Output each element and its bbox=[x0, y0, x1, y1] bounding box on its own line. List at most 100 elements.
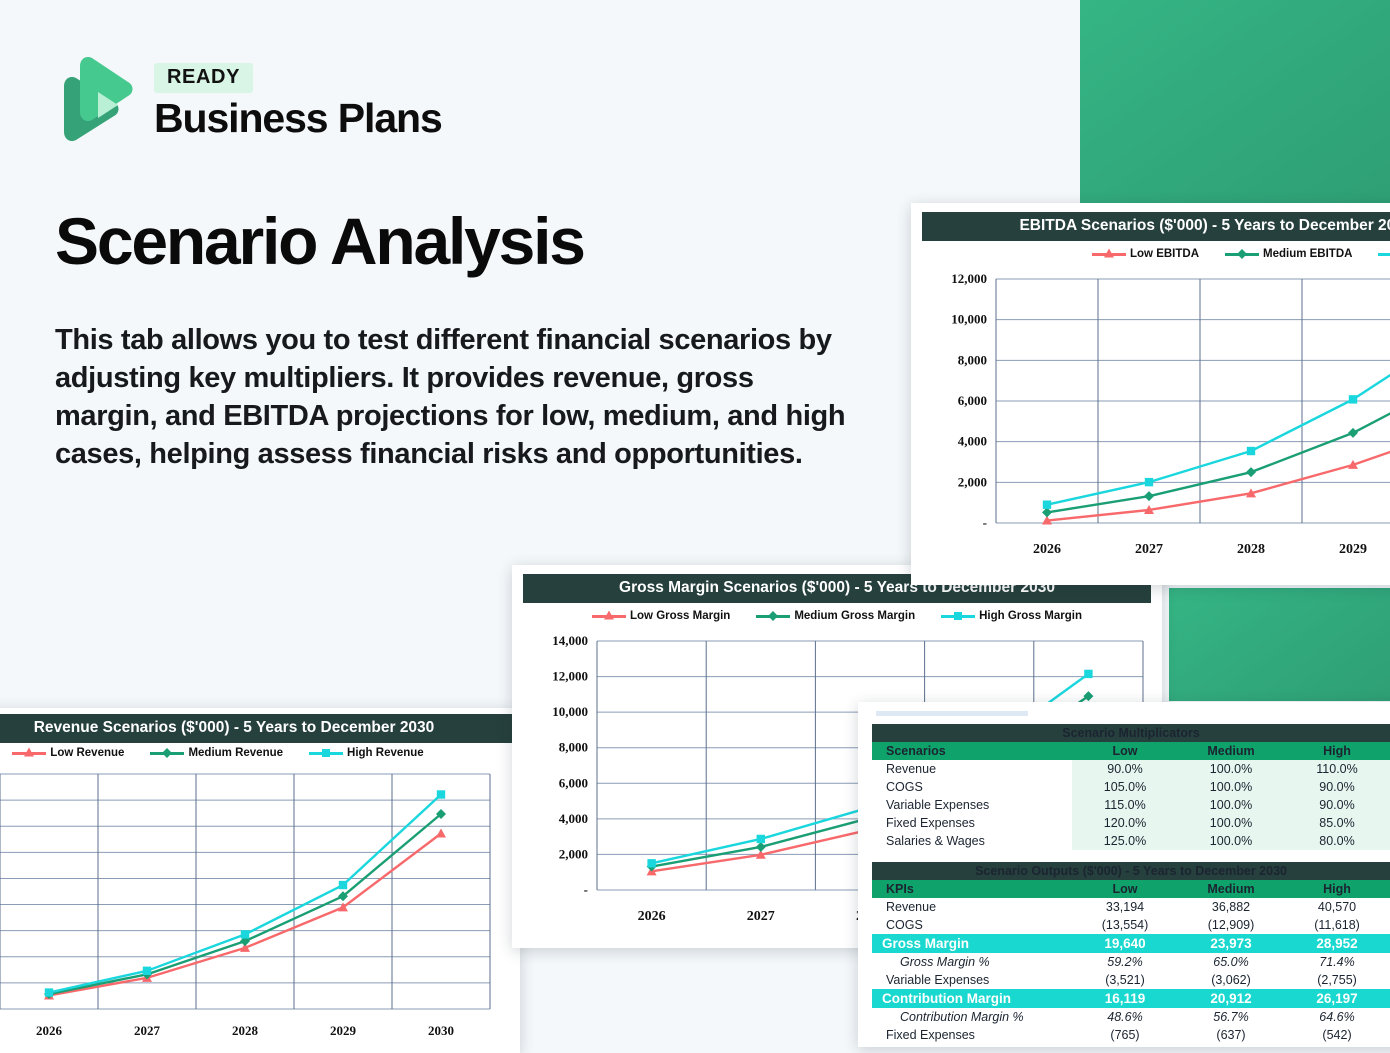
legend-line bbox=[309, 749, 344, 757]
svg-text:4,000: 4,000 bbox=[958, 434, 987, 449]
row-medium: 20,912 bbox=[1178, 989, 1284, 1008]
legend-item: High EBITDA bbox=[1378, 248, 1390, 260]
svg-text:8,000: 8,000 bbox=[958, 352, 987, 367]
outputs-col-high: High bbox=[1284, 880, 1390, 898]
row-label: Contribution Margin % bbox=[900, 1010, 1024, 1024]
legend-label: Medium Revenue bbox=[188, 747, 284, 759]
row-label: Variable Expenses bbox=[886, 973, 990, 987]
row-medium: 100.0% bbox=[1178, 778, 1284, 796]
legend-marker-square bbox=[954, 612, 963, 620]
row-low: (3,521) bbox=[1105, 973, 1145, 987]
row-low: 105.0% bbox=[1072, 778, 1178, 796]
legend-item: High Revenue bbox=[309, 747, 424, 759]
table-row: Gross Margin 19,640 23,973 28,952 bbox=[872, 934, 1390, 953]
revenue-chart-title: Revenue Scenarios ($'000) - 5 Years to D… bbox=[0, 714, 520, 743]
legend-item: Medium EBITDA bbox=[1225, 248, 1352, 260]
svg-text:2027: 2027 bbox=[134, 1023, 161, 1038]
panel-toolbar-stub bbox=[876, 711, 1028, 716]
multiplicators-col-scenarios: Scenarios bbox=[872, 742, 1072, 760]
svg-text:6,000: 6,000 bbox=[958, 393, 987, 408]
legend-marker-square bbox=[322, 749, 331, 757]
table-row: Salaries & Wages 125.0% 100.0% 80.0% bbox=[872, 832, 1390, 850]
legend-line bbox=[1225, 249, 1259, 259]
legend-item: Low EBITDA bbox=[1092, 248, 1199, 260]
ebitda-chart-panel: EBITDA Scenarios ($'000) - 5 Years to De… bbox=[911, 203, 1390, 585]
row-label: Fixed Expenses bbox=[886, 1028, 975, 1042]
row-medium: 36,882 bbox=[1211, 900, 1251, 914]
row-medium: 100.0% bbox=[1178, 814, 1284, 832]
page-description: This tab allows you to test different fi… bbox=[55, 324, 846, 470]
outputs-col-kpis: KPIs bbox=[872, 880, 1072, 898]
decorative-green-block-top bbox=[1080, 0, 1390, 205]
row-high: (2,755) bbox=[1317, 973, 1357, 987]
svg-text:2027: 2027 bbox=[1135, 542, 1163, 557]
legend-line bbox=[756, 611, 791, 621]
svg-text:2,000: 2,000 bbox=[559, 846, 588, 861]
row-medium: 100.0% bbox=[1178, 832, 1284, 850]
legend-label: Low EBITDA bbox=[1130, 248, 1199, 260]
legend-item: Medium Revenue bbox=[150, 747, 283, 759]
ebitda-chart-title: EBITDA Scenarios ($'000) - 5 Years to De… bbox=[922, 212, 1390, 241]
legend-line bbox=[1378, 252, 1390, 256]
row-low: 120.0% bbox=[1072, 814, 1178, 832]
multiplicators-col-high: High bbox=[1284, 742, 1390, 760]
row-high: 40,570 bbox=[1317, 900, 1357, 914]
table-row: Fixed Expenses (765) (637) (542) bbox=[872, 1026, 1390, 1044]
row-high: 26,197 bbox=[1284, 989, 1390, 1008]
multiplicators-banner-row: Scenario Multiplicators bbox=[872, 724, 1390, 742]
svg-text:2028: 2028 bbox=[1237, 542, 1265, 557]
row-low: (13,554) bbox=[1101, 918, 1149, 932]
svg-text:12,000: 12,000 bbox=[552, 669, 588, 684]
row-medium: 100.0% bbox=[1178, 760, 1284, 778]
svg-text:8,000: 8,000 bbox=[559, 740, 588, 755]
play-triangle-logo-icon bbox=[56, 56, 134, 148]
legend-marker-triangle bbox=[604, 610, 614, 620]
legend-marker-diamond bbox=[162, 748, 173, 758]
row-high: (11,618) bbox=[1314, 918, 1360, 932]
ebitda-chart-svg: - 2,000 4,000 6,000 8,000 10,000 12,000 2026 202… bbox=[951, 271, 1390, 557]
legend-line bbox=[12, 747, 47, 757]
row-label: Variable Expenses bbox=[886, 798, 990, 812]
page-title: Scenario Analysis bbox=[55, 204, 586, 278]
row-high: 80.0% bbox=[1284, 832, 1390, 850]
svg-text:2026: 2026 bbox=[1033, 542, 1061, 557]
svg-text:2,000: 2,000 bbox=[958, 474, 987, 489]
revenue-chart-panel: Revenue Scenarios ($'000) - 5 Years to D… bbox=[0, 708, 520, 1053]
ebitda-chart-plot: - 2,000 4,000 6,000 8,000 10,000 12,000 2026 202… bbox=[922, 269, 1390, 569]
legend-line bbox=[941, 612, 976, 620]
row-low: 59.2% bbox=[1107, 955, 1143, 969]
scenario-multiplicators-table: Scenario Multiplicators Scenarios Low Me… bbox=[872, 724, 1390, 850]
legend-item: Low Revenue bbox=[12, 747, 124, 759]
revenue-chart-legend: Low Revenue Medium Revenue High Revenue bbox=[0, 744, 488, 762]
decorative-green-block-middle bbox=[1169, 588, 1390, 701]
multiplicators-col-medium: Medium bbox=[1178, 742, 1284, 760]
table-row: Gross Margin % 59.2% 65.0% 71.4% bbox=[872, 953, 1390, 971]
multiplicators-header-row: Scenarios Low Medium High bbox=[872, 742, 1390, 760]
row-low: 33,194 bbox=[1105, 900, 1145, 914]
outputs-banner: Scenario Outputs ($'000) - 5 Years to De… bbox=[872, 862, 1390, 880]
svg-text:10,000: 10,000 bbox=[951, 312, 987, 327]
row-medium: (3,062) bbox=[1211, 973, 1251, 987]
row-high: 90.0% bbox=[1284, 778, 1390, 796]
row-medium: (12,909) bbox=[1207, 918, 1255, 932]
legend-marker-triangle bbox=[24, 747, 35, 757]
table-row: COGS (13,554) (12,909) (11,618) bbox=[872, 916, 1390, 934]
outputs-col-medium: Medium bbox=[1178, 880, 1284, 898]
row-medium: (637) bbox=[1216, 1028, 1246, 1042]
svg-text:12,000: 12,000 bbox=[951, 271, 987, 286]
svg-text:-: - bbox=[983, 515, 987, 530]
svg-text:2029: 2029 bbox=[1339, 542, 1367, 557]
legend-item: Low Gross Margin bbox=[592, 610, 730, 622]
row-label: Revenue bbox=[886, 762, 937, 776]
table-row: Revenue 33,194 36,882 40,570 bbox=[872, 898, 1390, 916]
outputs-col-low: Low bbox=[1072, 880, 1178, 898]
row-high: 71.4% bbox=[1319, 955, 1355, 969]
legend-line bbox=[1092, 248, 1126, 258]
row-label: Fixed Expenses bbox=[886, 816, 975, 830]
revenue-chart-plot: 2026 2027 2028 2029 2030 bbox=[0, 766, 520, 1051]
row-label: Gross Margin bbox=[872, 934, 1072, 953]
svg-text:2030: 2030 bbox=[428, 1023, 454, 1038]
legend-label: Medium Gross Margin bbox=[794, 610, 916, 622]
legend-label: High Revenue bbox=[347, 747, 424, 759]
svg-text:2028: 2028 bbox=[232, 1023, 259, 1038]
